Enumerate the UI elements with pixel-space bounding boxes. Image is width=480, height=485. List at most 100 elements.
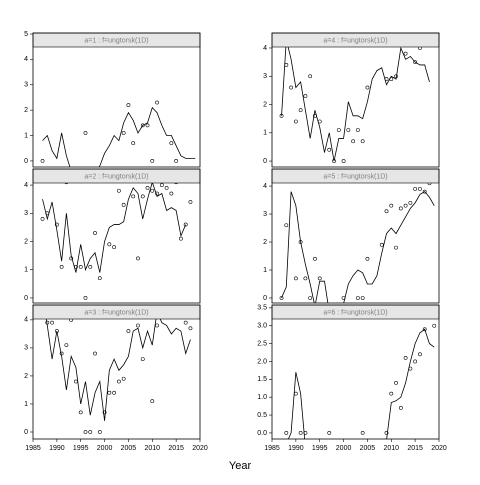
observation bbox=[418, 352, 422, 357]
observation bbox=[127, 164, 130, 167]
observation bbox=[293, 391, 298, 396]
observation bbox=[279, 113, 284, 118]
strip-label: a=6 : f=ungtorsk(1D) bbox=[323, 309, 387, 316]
observation bbox=[293, 119, 298, 124]
observation bbox=[40, 159, 45, 163]
x-tick-label: 2015 bbox=[168, 445, 184, 452]
observation bbox=[145, 123, 150, 128]
observation bbox=[159, 183, 164, 187]
observation bbox=[279, 296, 284, 300]
observation bbox=[88, 264, 93, 269]
observation bbox=[59, 351, 64, 356]
observation bbox=[422, 327, 427, 332]
observation bbox=[365, 256, 370, 261]
observation bbox=[351, 139, 356, 144]
fit-line bbox=[43, 305, 191, 421]
x-tick-label: 2005 bbox=[121, 445, 137, 452]
observation bbox=[308, 74, 313, 79]
observation bbox=[150, 399, 155, 404]
observation bbox=[64, 343, 69, 347]
strip-label: a=1 : f=ungtorsk(1D) bbox=[84, 37, 148, 44]
observation bbox=[131, 194, 136, 199]
observation bbox=[332, 159, 336, 163]
observation bbox=[327, 431, 332, 435]
observation bbox=[169, 191, 174, 196]
observation bbox=[174, 159, 179, 163]
x-tick-label: 2010 bbox=[144, 445, 160, 452]
y-tick-label: 3 bbox=[24, 210, 28, 217]
observation bbox=[341, 296, 346, 300]
observation bbox=[188, 200, 193, 204]
observation bbox=[384, 209, 389, 214]
observation bbox=[379, 242, 384, 247]
observation bbox=[112, 245, 117, 250]
observation bbox=[183, 222, 188, 227]
observation bbox=[183, 320, 188, 325]
observation bbox=[327, 147, 332, 152]
observation bbox=[394, 74, 398, 79]
y-tick-label: 2 bbox=[24, 373, 28, 380]
panel-frame bbox=[32, 304, 201, 440]
observation bbox=[150, 188, 155, 193]
x-tick-label: 2015 bbox=[407, 445, 423, 452]
observation bbox=[140, 357, 145, 362]
observation bbox=[126, 103, 131, 107]
observation bbox=[88, 430, 93, 434]
observation bbox=[303, 276, 308, 281]
y-tick-label: 1 bbox=[24, 401, 28, 408]
observation bbox=[126, 329, 131, 333]
observation bbox=[69, 256, 74, 261]
fit-line bbox=[281, 39, 430, 162]
observation bbox=[422, 189, 427, 194]
y-tick-label: 2 bbox=[263, 101, 267, 108]
y-tick-label: 0 bbox=[24, 429, 28, 436]
observation bbox=[136, 256, 140, 261]
observation bbox=[107, 242, 112, 247]
x-tick-label: 2010 bbox=[383, 445, 399, 452]
y-tick-label: 5 bbox=[24, 31, 28, 38]
y-tick-label: 1 bbox=[24, 132, 28, 139]
observation bbox=[102, 410, 107, 415]
observation bbox=[93, 351, 97, 356]
observation bbox=[116, 379, 121, 384]
observation bbox=[74, 264, 78, 269]
observation bbox=[313, 113, 317, 118]
panel bbox=[40, 37, 196, 167]
y-tick-label: 3.5 bbox=[257, 305, 267, 312]
x-tick-label: 1995 bbox=[312, 445, 328, 452]
observation bbox=[355, 128, 360, 132]
observation bbox=[398, 406, 403, 410]
y-tick-label: 0.0 bbox=[257, 430, 267, 437]
observation bbox=[384, 431, 389, 435]
strip-label: a=3 : f=ungtorsk(1D) bbox=[84, 309, 148, 316]
observation bbox=[355, 296, 360, 300]
observation bbox=[54, 222, 59, 227]
observation bbox=[136, 323, 140, 328]
fit-line bbox=[42, 180, 187, 273]
observation bbox=[59, 264, 64, 269]
observation bbox=[155, 100, 159, 105]
x-axis-label: Year bbox=[229, 460, 252, 472]
observation bbox=[83, 430, 88, 434]
panel-frame bbox=[271, 304, 440, 440]
panel bbox=[279, 181, 435, 303]
observation bbox=[408, 366, 413, 371]
x-tick-label: 2000 bbox=[336, 445, 352, 452]
observation bbox=[78, 264, 83, 269]
observation bbox=[284, 63, 289, 67]
observation bbox=[188, 326, 193, 331]
x-tick-label: 2000 bbox=[97, 445, 113, 452]
observation bbox=[169, 141, 174, 146]
observation bbox=[341, 159, 346, 163]
observation bbox=[389, 203, 394, 208]
observation bbox=[40, 217, 45, 221]
y-tick-label: 4 bbox=[263, 45, 267, 52]
observation bbox=[365, 85, 370, 90]
y-tick-label: 1 bbox=[263, 267, 267, 274]
y-tick-label: 1.0 bbox=[257, 394, 267, 401]
observation bbox=[45, 320, 50, 325]
panel-frame bbox=[271, 168, 440, 304]
observation bbox=[74, 379, 78, 384]
strip-label: a=4 : f=ungtorsk(1D) bbox=[323, 37, 387, 44]
observation bbox=[164, 186, 169, 190]
